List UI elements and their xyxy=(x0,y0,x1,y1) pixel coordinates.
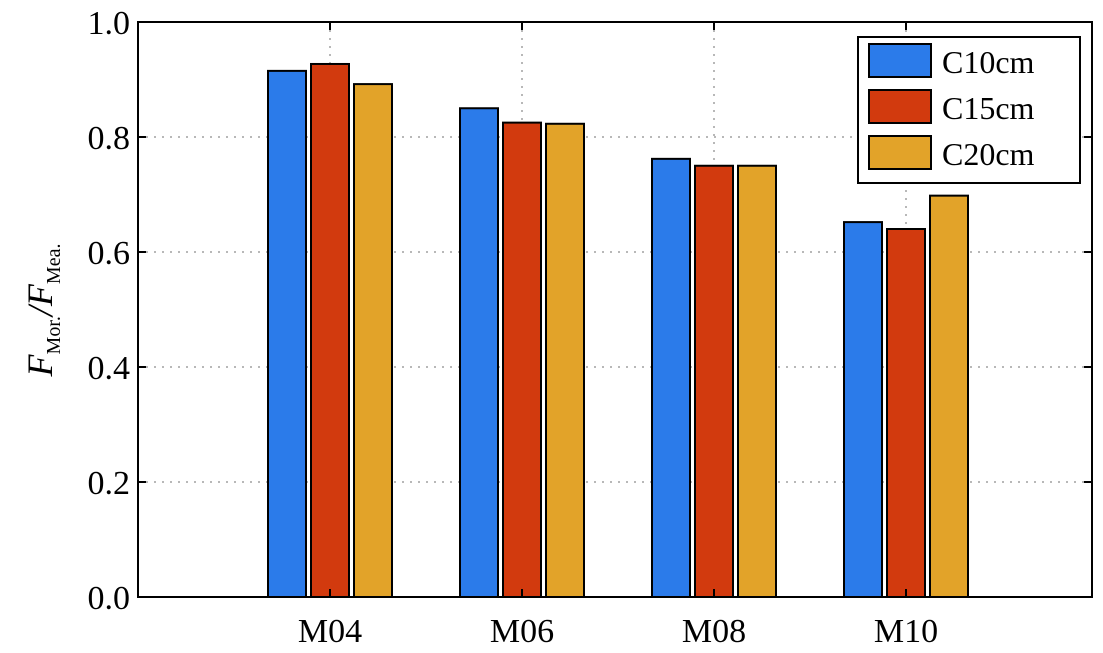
bar-C20cm-M10 xyxy=(929,194,969,598)
legend-label: C15cm xyxy=(942,90,1035,126)
y-label-numerator: F xyxy=(20,353,60,377)
legend-label: C20cm xyxy=(942,136,1035,172)
y-tick-label: 0.8 xyxy=(88,120,131,157)
y-label-separator: / xyxy=(20,303,60,318)
plot-frame xyxy=(137,21,1093,598)
bar-C20cm-M04 xyxy=(353,83,393,599)
bar-C10cm-M04 xyxy=(267,69,307,598)
bar-C15cm-M06 xyxy=(502,121,542,598)
x-axis-ticks: M04 M06 M08 M10 xyxy=(298,22,938,650)
bar-C20cm-M06 xyxy=(545,122,585,599)
y-tick-label: 0.0 xyxy=(88,580,131,617)
y-tick-label: 0.2 xyxy=(88,465,131,502)
x-tick-label: M08 xyxy=(682,613,746,650)
legend-swatch xyxy=(868,135,932,170)
legend: C10cm C15cm C20cm xyxy=(857,36,1081,184)
y-label-denominator: F xyxy=(20,283,60,307)
bar-C15cm-M10 xyxy=(886,228,926,598)
legend-swatch xyxy=(868,43,932,78)
y-axis-label: FMor./FMea. xyxy=(20,244,65,378)
y-axis-ticks: 0.0 0.2 0.4 0.6 0.8 1.0 xyxy=(88,5,1092,617)
legend-swatch xyxy=(868,89,932,124)
x-tick-label: M04 xyxy=(298,613,362,650)
bars xyxy=(267,62,969,599)
x-tick-label: M06 xyxy=(490,613,554,650)
y-tick-label: 1.0 xyxy=(88,5,131,42)
legend-label: C10cm xyxy=(942,44,1035,80)
bar-C20cm-M08 xyxy=(737,164,777,598)
y-tick-label: 0.6 xyxy=(88,235,131,272)
y-label-denominator-sub: Mea. xyxy=(43,244,65,285)
x-tick-label: M10 xyxy=(874,613,938,650)
bar-C10cm-M08 xyxy=(651,157,691,598)
bar-C15cm-M04 xyxy=(310,62,350,599)
y-label-numerator-sub: Mor. xyxy=(43,316,65,354)
y-tick-label: 0.4 xyxy=(88,350,131,387)
bar-C15cm-M08 xyxy=(694,164,734,598)
bar-C10cm-M10 xyxy=(843,221,883,598)
bar-C10cm-M06 xyxy=(459,107,499,598)
